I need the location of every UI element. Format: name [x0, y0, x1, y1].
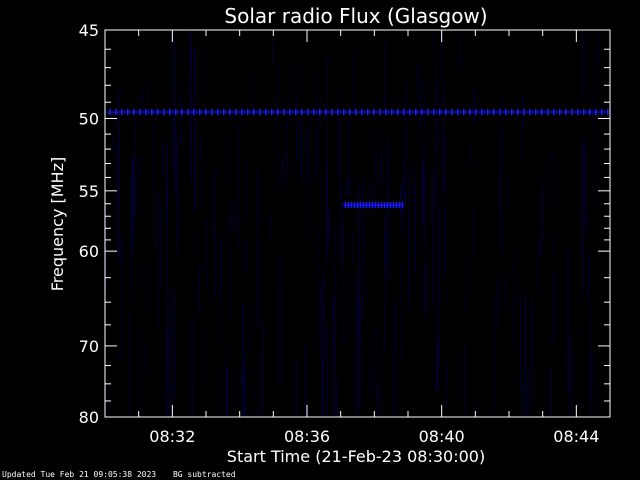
emission-features: [107, 109, 609, 209]
y-tick-label: 45: [79, 21, 99, 40]
x-axis: 08:32 08:36 08:40 08:44: [104, 30, 611, 446]
y-tick-label: 55: [79, 182, 99, 201]
y-tick-label: 60: [79, 242, 99, 261]
x-tick-label: 08:36: [284, 427, 330, 446]
plot-area: [104, 29, 611, 418]
y-tick-label: 50: [79, 109, 99, 128]
plot-frame: [104, 29, 611, 418]
persistent-band: [107, 109, 609, 116]
burst-feature: [342, 202, 404, 209]
x-tick-label: 08:40: [419, 427, 465, 446]
y-axis-label: Frequency [MHz]: [48, 157, 67, 291]
chart-title: Solar radio Flux (Glasgow): [224, 4, 487, 28]
bg-subtracted-note: BG subtracted: [172, 470, 236, 479]
x-tick-label: 08:44: [553, 427, 599, 446]
updated-timestamp: Updated Tue Feb 21 09:05:38 2023: [2, 470, 157, 479]
x-tick-label: 08:32: [149, 427, 195, 446]
y-tick-label: 80: [79, 408, 99, 427]
y-axis: 45 50 55 60 70 80: [79, 21, 610, 427]
status-footer: Updated Tue Feb 21 09:05:38 2023 BG subt…: [2, 470, 248, 480]
x-axis-label: Start Time (21-Feb-23 08:30:00): [227, 447, 485, 466]
y-tick-label: 70: [79, 337, 99, 356]
background-noise: [106, 30, 598, 416]
